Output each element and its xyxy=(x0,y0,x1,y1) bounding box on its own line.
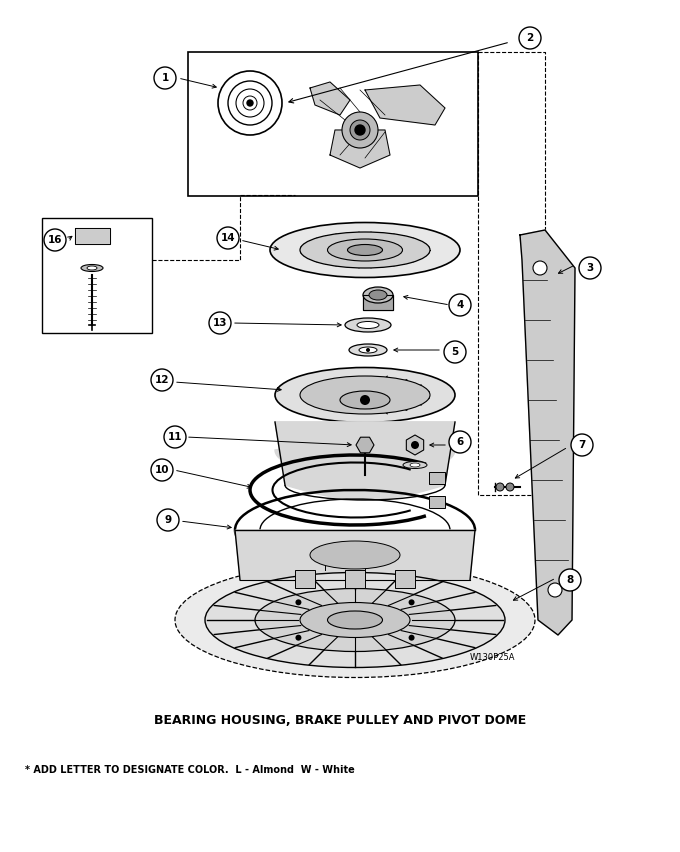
Bar xyxy=(345,570,365,588)
Circle shape xyxy=(151,459,173,481)
Polygon shape xyxy=(75,228,110,244)
Circle shape xyxy=(157,509,179,531)
Circle shape xyxy=(342,112,378,148)
Circle shape xyxy=(519,27,541,49)
Text: 13: 13 xyxy=(213,318,227,328)
Circle shape xyxy=(409,635,415,641)
Polygon shape xyxy=(275,422,455,477)
Polygon shape xyxy=(235,530,475,580)
Circle shape xyxy=(350,120,370,140)
Polygon shape xyxy=(365,85,445,125)
Circle shape xyxy=(295,599,301,605)
Text: 8: 8 xyxy=(566,575,574,585)
Circle shape xyxy=(579,257,601,279)
Ellipse shape xyxy=(255,589,455,652)
Circle shape xyxy=(209,312,231,334)
Text: 6: 6 xyxy=(456,437,464,447)
Text: 11: 11 xyxy=(168,432,182,442)
Ellipse shape xyxy=(359,347,377,353)
Ellipse shape xyxy=(300,232,430,268)
Text: 10: 10 xyxy=(155,465,169,475)
Circle shape xyxy=(154,67,176,89)
Circle shape xyxy=(506,483,514,491)
Circle shape xyxy=(217,227,239,249)
Text: 1: 1 xyxy=(161,73,169,83)
Text: 4: 4 xyxy=(456,300,464,310)
Ellipse shape xyxy=(349,344,387,356)
Circle shape xyxy=(449,431,471,453)
Text: 9: 9 xyxy=(165,515,171,525)
Ellipse shape xyxy=(270,222,460,278)
Text: 2: 2 xyxy=(526,33,534,43)
Ellipse shape xyxy=(363,287,393,303)
Circle shape xyxy=(247,100,253,106)
Ellipse shape xyxy=(347,245,382,256)
Ellipse shape xyxy=(300,376,430,414)
Circle shape xyxy=(411,441,419,449)
Text: * ADD LETTER TO DESIGNATE COLOR.  L - Almond  W - White: * ADD LETTER TO DESIGNATE COLOR. L - Alm… xyxy=(25,765,355,775)
Circle shape xyxy=(44,229,66,251)
Polygon shape xyxy=(363,295,393,310)
Circle shape xyxy=(366,348,370,352)
Ellipse shape xyxy=(403,462,427,469)
Circle shape xyxy=(355,125,365,135)
Polygon shape xyxy=(407,435,424,455)
Circle shape xyxy=(444,341,466,363)
Circle shape xyxy=(151,369,173,391)
Bar xyxy=(429,496,445,508)
Text: 16: 16 xyxy=(48,235,63,245)
Text: W130P25A: W130P25A xyxy=(470,653,515,663)
Bar xyxy=(188,52,478,196)
Polygon shape xyxy=(310,82,350,115)
Ellipse shape xyxy=(328,611,382,629)
Text: 14: 14 xyxy=(221,233,235,243)
Circle shape xyxy=(559,569,581,591)
Ellipse shape xyxy=(300,602,410,637)
Text: 3: 3 xyxy=(586,263,594,273)
Ellipse shape xyxy=(205,573,505,667)
Bar xyxy=(295,570,315,588)
Ellipse shape xyxy=(275,367,455,423)
Polygon shape xyxy=(275,422,455,500)
Ellipse shape xyxy=(340,391,390,409)
Circle shape xyxy=(295,635,301,641)
Bar xyxy=(429,472,445,484)
Circle shape xyxy=(571,434,593,456)
Ellipse shape xyxy=(81,264,103,272)
Circle shape xyxy=(496,483,504,491)
Circle shape xyxy=(548,583,562,597)
Ellipse shape xyxy=(410,463,420,467)
Text: 12: 12 xyxy=(155,375,169,385)
Ellipse shape xyxy=(345,318,391,332)
Polygon shape xyxy=(356,437,374,452)
Ellipse shape xyxy=(175,562,535,677)
Ellipse shape xyxy=(87,266,97,270)
Circle shape xyxy=(360,395,370,405)
Ellipse shape xyxy=(310,541,400,569)
Polygon shape xyxy=(330,130,390,168)
Text: BEARING HOUSING, BRAKE PULLEY AND PIVOT DOME: BEARING HOUSING, BRAKE PULLEY AND PIVOT … xyxy=(154,713,526,727)
Bar xyxy=(395,570,415,588)
Ellipse shape xyxy=(328,239,403,261)
Ellipse shape xyxy=(357,321,379,329)
Circle shape xyxy=(409,599,415,605)
Circle shape xyxy=(533,261,547,275)
Ellipse shape xyxy=(369,290,387,300)
Circle shape xyxy=(164,426,186,448)
Bar xyxy=(42,218,152,333)
Circle shape xyxy=(449,294,471,316)
Polygon shape xyxy=(520,230,575,635)
Text: 5: 5 xyxy=(452,347,458,357)
Text: 7: 7 xyxy=(578,440,585,450)
